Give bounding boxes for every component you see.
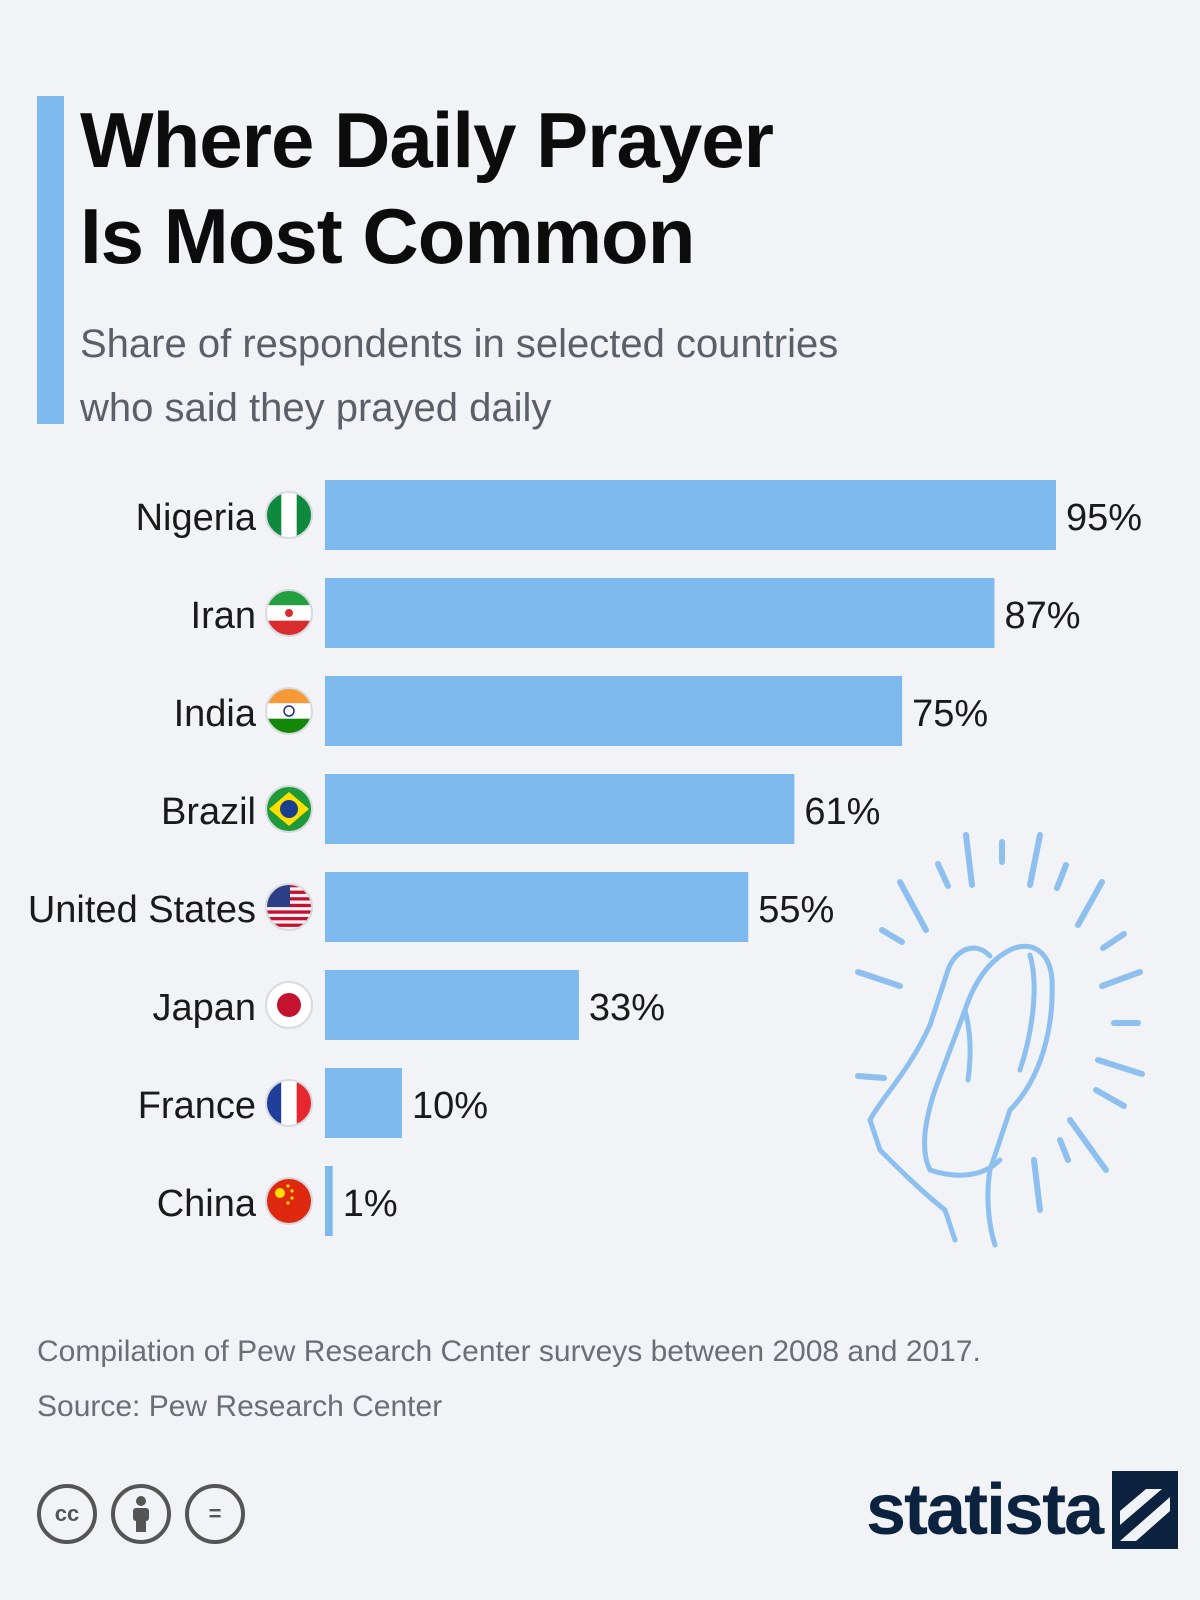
- statista-mark-icon: [1112, 1471, 1179, 1549]
- category-label-united-states: United States: [28, 889, 256, 931]
- category-label-france: France: [138, 1085, 256, 1127]
- value-label-india: 75%: [912, 693, 988, 735]
- flag-france-icon: [265, 1079, 313, 1127]
- bar-france: [325, 1068, 402, 1138]
- category-label-iran: Iran: [191, 595, 256, 637]
- flag-iran-icon: [265, 589, 313, 637]
- person-icon: [133, 1496, 149, 1532]
- value-label-united-states: 55%: [758, 889, 834, 931]
- flag-japan-icon: [265, 981, 313, 1029]
- category-label-nigeria: Nigeria: [136, 497, 257, 539]
- bar-india: [325, 676, 903, 746]
- flag-brazil-icon: [265, 785, 313, 833]
- bar-chart: Nigeria 95% Iran 87% India 75% Brazil 61% United…: [28, 480, 1145, 1248]
- by-icon: [111, 1484, 171, 1544]
- bar-united-states: [325, 872, 749, 942]
- subtitle-line-2: who said they prayed daily: [80, 386, 552, 430]
- category-label-brazil: Brazil: [161, 791, 256, 833]
- accent-bar: [37, 96, 64, 424]
- flag-united-states-icon: [265, 883, 313, 931]
- chart-footnote: Compilation of Pew Research Center surve…: [37, 1324, 1137, 1434]
- bar-iran: [325, 578, 995, 648]
- value-label-china: 1%: [343, 1183, 398, 1225]
- cc-icon: cc: [37, 1484, 97, 1544]
- brand-wordmark: statista: [866, 1470, 1104, 1550]
- flag-nigeria-icon: [265, 491, 313, 539]
- bar-china: [325, 1166, 333, 1236]
- prayer-rays-icon: [855, 832, 1145, 1213]
- source-text: Source: Pew Research Center: [37, 1390, 443, 1423]
- flag-india-icon: [265, 687, 313, 735]
- category-label-japan: Japan: [152, 987, 256, 1029]
- bar-japan: [325, 970, 579, 1040]
- title-line-1: Where Daily Prayer: [80, 96, 774, 184]
- bar-brazil: [325, 774, 795, 844]
- value-label-japan: 33%: [589, 987, 665, 1029]
- value-label-nigeria: 95%: [1066, 497, 1142, 539]
- bar-nigeria: [325, 480, 1056, 550]
- license-icons: cc =: [37, 1484, 245, 1544]
- value-label-brazil: 61%: [804, 791, 880, 833]
- chart-subtitle: Share of respondents in selected countri…: [80, 312, 1000, 440]
- hands-outline-icon: [867, 943, 1055, 1248]
- statista-logo: statista: [866, 1470, 1179, 1550]
- flag-china-icon: [265, 1177, 313, 1225]
- category-label-china: China: [157, 1183, 257, 1225]
- note-text: Compilation of Pew Research Center surve…: [37, 1335, 981, 1368]
- value-label-iran: 87%: [1004, 595, 1080, 637]
- nd-icon: =: [185, 1484, 245, 1544]
- value-label-france: 10%: [412, 1085, 488, 1127]
- title-line-2: Is Most Common: [80, 192, 695, 280]
- category-label-india: India: [174, 693, 257, 735]
- chart-title: Where Daily Prayer Is Most Common: [80, 92, 980, 284]
- subtitle-line-1: Share of respondents in selected countri…: [80, 322, 839, 366]
